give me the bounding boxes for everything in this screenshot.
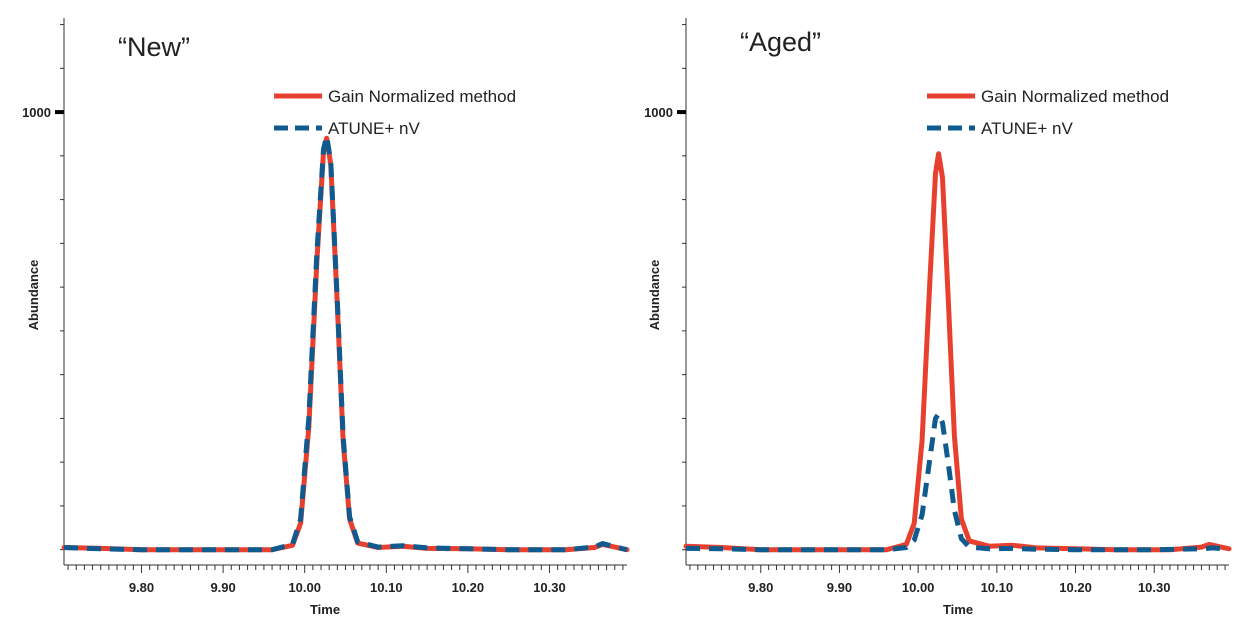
panel-title: “New”	[118, 32, 190, 62]
legend: Gain Normalized method ATUNE+ nV	[927, 87, 1169, 138]
y-tick-label: 1000	[644, 105, 673, 120]
x-tick-label: 10.20	[452, 580, 485, 595]
y-axis-title: Abundance	[26, 260, 41, 331]
y-tick-label: 1000	[22, 105, 51, 120]
x-tick-label: 10.20	[1059, 580, 1092, 595]
x-tick-label: 9.80	[129, 580, 154, 595]
legend-label-gain-normalized: Gain Normalized method	[328, 87, 516, 106]
x-tick-label: 9.90	[827, 580, 852, 595]
x-tick-label: 10.00	[288, 580, 321, 595]
legend-label-gain-normalized: Gain Normalized method	[981, 87, 1169, 106]
axes: 1000 9.80 9.90 10.00 10.10 10.20 10.30	[22, 18, 627, 595]
series-layer	[683, 151, 1232, 553]
series-line-atune	[63, 133, 628, 553]
series-layer	[61, 133, 630, 553]
series-line-atune	[685, 411, 1230, 553]
x-tick-label: 10.30	[1138, 580, 1171, 595]
legend-label-atune: ATUNE+ nV	[328, 119, 420, 138]
x-tick-label: 9.90	[210, 580, 235, 595]
y-axis-title: Abundance	[647, 260, 662, 331]
x-tick-label: 10.10	[370, 580, 403, 595]
x-axis-title: Time	[310, 602, 340, 617]
axes: 1000 9.80 9.90 10.00 10.10 10.20 10.30	[644, 18, 1229, 595]
legend-label-atune: ATUNE+ nV	[981, 119, 1073, 138]
legend: Gain Normalized method ATUNE+ nV	[274, 87, 516, 138]
x-tick-label: 10.10	[981, 580, 1014, 595]
panel-title: “Aged”	[740, 27, 821, 57]
series-line-gain-normalized	[683, 151, 1232, 553]
x-axis-title: Time	[943, 602, 973, 617]
x-tick-label: 10.00	[902, 580, 935, 595]
x-tick-label: 10.30	[533, 580, 566, 595]
x-tick-label: 9.80	[748, 580, 773, 595]
